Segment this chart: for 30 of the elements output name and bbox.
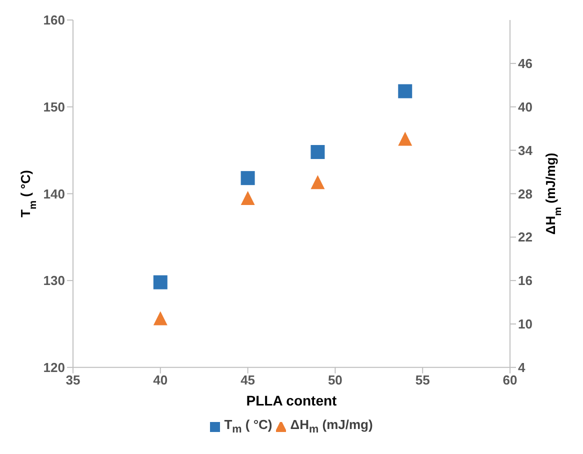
point [398, 84, 412, 98]
point [310, 145, 325, 160]
point [240, 171, 255, 186]
y2-tick-label: 10 [518, 316, 532, 332]
point [153, 275, 168, 290]
y-tick-label: 160 [43, 12, 65, 28]
x-tick-label: 55 [415, 372, 430, 388]
x-tick-label: 35 [66, 372, 80, 388]
point [240, 191, 255, 206]
y2-tick-label: 34 [518, 142, 534, 158]
legend-label: ΔH$_{m}$ (mJ/mg) [290, 417, 373, 436]
y2-tick-label: 40 [518, 99, 532, 114]
x-tick-label: 50 [328, 372, 342, 388]
y2-tick-label: 28 [518, 186, 532, 202]
y-tick-label: 140 [43, 186, 65, 202]
y2-tick-label: 4 [518, 360, 526, 376]
legend-label: T$_{m}$ ( °C) [224, 417, 272, 436]
x-tick-label: 45 [240, 372, 256, 388]
point [398, 132, 412, 146]
y-tick-label: 150 [43, 99, 65, 114]
y2-tick-label: 22 [518, 230, 532, 245]
x-tick-label: 60 [502, 372, 518, 388]
x-axis-title: PLLA content [246, 392, 338, 408]
y2-tick-label: 46 [518, 56, 532, 72]
point [310, 175, 325, 190]
y-tick-label: 130 [43, 273, 65, 288]
y-tick-label: 120 [43, 360, 65, 376]
x-tick-label: 40 [153, 372, 168, 388]
y2-tick-label: 16 [518, 273, 532, 288]
point [153, 311, 168, 326]
